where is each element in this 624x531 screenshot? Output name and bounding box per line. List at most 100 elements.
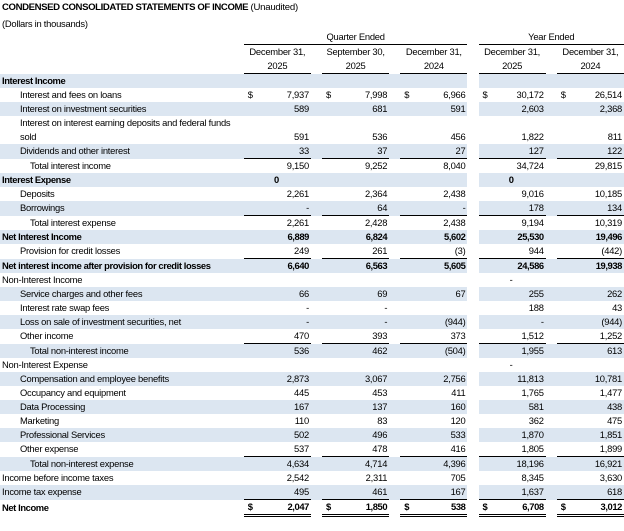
table-row: Total non-interest expense 4,634 4,714 4,39… <box>0 456 624 471</box>
value: 362 <box>528 415 544 426</box>
value: 536 <box>372 131 388 142</box>
row-value: 2,438 <box>400 187 467 201</box>
value: (944) <box>601 316 622 327</box>
statement-title: CONDENSED CONSOLIDATED STATEMENTS OF INC… <box>2 2 298 13</box>
row-value: 11,813 <box>478 372 546 386</box>
row-label: Total interest income <box>30 159 111 171</box>
row-value: - <box>244 301 311 315</box>
row-label: Service charges and other fees <box>0 287 244 301</box>
value: 453 <box>372 387 388 398</box>
value: 262 <box>607 288 622 299</box>
value: 462 <box>372 345 388 356</box>
currency-symbol: $ <box>482 501 488 512</box>
column-header: December 31, <box>405 46 462 57</box>
value: 2,364 <box>364 188 388 199</box>
row-value: 681 <box>321 102 390 116</box>
value: 5,602 <box>444 231 466 242</box>
row-label: Loss on sale of investment securities, n… <box>0 315 244 329</box>
row-value: 705 <box>400 471 467 485</box>
row-value: 24,586 <box>478 258 546 273</box>
value: 591 <box>450 103 466 114</box>
value: 33 <box>299 145 309 156</box>
row-value: 944 <box>479 244 546 259</box>
value: 1,870 <box>521 429 544 440</box>
row-label: Dividends and other interest <box>0 144 244 159</box>
value: 1,850 <box>365 501 388 512</box>
value: 373 <box>450 330 466 341</box>
row-value: 475 <box>557 414 624 428</box>
value: 1,637 <box>521 486 544 497</box>
row-value: 589 <box>243 102 311 116</box>
row-value: 167 <box>400 485 468 500</box>
row-value: 1,477 <box>557 386 624 400</box>
row-label: Marketing <box>20 415 59 426</box>
value: 6,563 <box>365 260 388 271</box>
value: 0 <box>508 174 514 185</box>
row-value: 6,640 <box>243 258 311 273</box>
row-value: - <box>243 315 311 329</box>
value: 2,261 <box>286 217 309 228</box>
row-label: Net interest income after provision for … <box>0 258 244 273</box>
table-row: Interest Income <box>0 73 624 88</box>
value: 3,012 <box>600 501 623 512</box>
row-value <box>400 301 467 315</box>
row-value: 613 <box>556 343 624 358</box>
row-value: 8,040 <box>400 158 468 173</box>
row-value: 261 <box>322 244 389 259</box>
row-value: 9,016 <box>479 187 546 201</box>
value: 438 <box>607 401 622 412</box>
row-value: $6,708 <box>478 499 546 517</box>
value: - <box>306 302 309 313</box>
row-label: Deposits <box>20 188 55 199</box>
row-value <box>556 173 624 187</box>
row-value: 2,542 <box>244 471 311 485</box>
value: 4,396 <box>443 458 466 469</box>
row-value: 29,815 <box>556 158 624 173</box>
table-row: Professional Services 502 496 533 1,870 1,851 <box>0 428 624 442</box>
row-label: Provision for credit losses <box>20 245 121 257</box>
row-value: 496 <box>321 428 390 442</box>
value: 0 <box>273 174 279 185</box>
value: 618 <box>607 486 622 497</box>
row-label: Interest on interest earning deposits an… <box>20 117 231 142</box>
value: 83 <box>377 415 388 426</box>
row-value: 1,512 <box>479 329 546 344</box>
row-value: 2,311 <box>322 471 389 485</box>
value: 66 <box>299 288 309 299</box>
value: 24,586 <box>517 260 544 271</box>
row-value: 2,873 <box>243 372 311 386</box>
table-row: Interest rate swap fees - - 188 43 <box>0 301 624 315</box>
row-value <box>400 358 467 372</box>
row-value: 411 <box>400 386 467 400</box>
row-label: Non-Interest Expense <box>2 359 88 370</box>
row-value <box>556 73 624 88</box>
row-value: 27 <box>400 144 468 159</box>
income-statement-table: Quarter Ended Year Ended December 31, Sep… <box>0 30 624 517</box>
row-value: 4,396 <box>400 456 468 471</box>
value: 533 <box>450 429 466 440</box>
value: 2,873 <box>286 373 309 384</box>
table-row: Interest and fees on loans $7,937 $7,998 $6… <box>0 88 624 102</box>
row-label: Interest Expense <box>0 173 244 187</box>
row-label: Total non-interest income <box>0 343 244 358</box>
value: 613 <box>607 345 622 356</box>
row-value <box>478 73 546 88</box>
row-value: 536 <box>322 116 389 144</box>
value: 9,194 <box>521 217 544 228</box>
table-row: Marketing 110 83 120 362 475 <box>0 414 624 428</box>
row-value: 1,765 <box>479 386 546 400</box>
row-value <box>243 73 311 88</box>
row-label: Interest and fees on loans <box>20 89 122 100</box>
value: 16,921 <box>594 458 622 469</box>
currency-symbol: $ <box>247 501 253 512</box>
row-value: 537 <box>244 442 311 457</box>
row-value: 495 <box>243 485 311 500</box>
row-value: 9,252 <box>321 158 390 173</box>
row-value: 1,805 <box>479 442 546 457</box>
row-value: 10,781 <box>556 372 624 386</box>
table-row: Total interest income 9,150 9,252 8,040 34,7… <box>0 158 624 173</box>
value: 10,185 <box>594 188 622 199</box>
value: 445 <box>294 387 309 398</box>
table-row: Interest on investment securities 589 681 5… <box>0 102 624 116</box>
value: 1,822 <box>521 131 544 142</box>
